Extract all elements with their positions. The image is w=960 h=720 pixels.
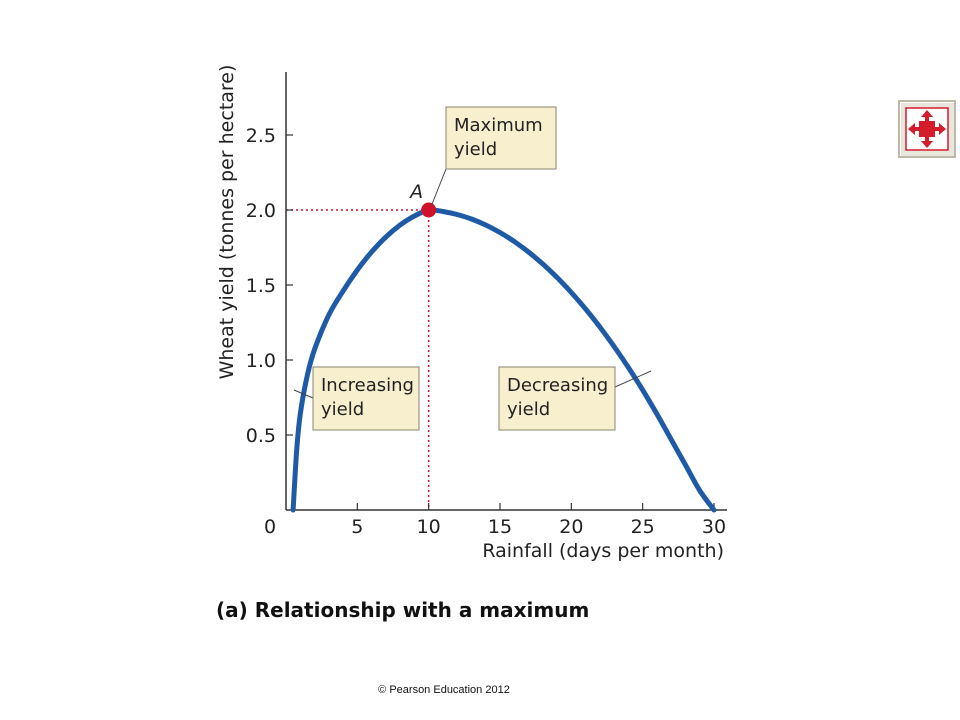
annotation-box — [498, 366, 616, 431]
y-tick-label: 1.0 — [246, 350, 276, 372]
annotations: Maximum yield Increasing yield Decreasing yie… — [293, 106, 652, 431]
y-tick-label: 1.5 — [246, 275, 276, 297]
expand-button[interactable] — [898, 100, 956, 158]
annotation-text: yield — [454, 139, 497, 160]
annotation-increasing: Increasing yield — [293, 366, 420, 431]
annotation-text: yield — [507, 399, 550, 420]
x-tick-label: 30 — [702, 516, 726, 538]
x-tick-label: 25 — [631, 516, 655, 538]
tick-labels: 0 5 10 15 20 25 30 0.5 1.0 1.5 2.0 2.5 Rainfall (day… — [216, 65, 726, 562]
annotation-text: yield — [321, 399, 364, 420]
annotation-leader — [614, 370, 652, 388]
yield-curve — [290, 207, 717, 513]
annotation-box — [445, 106, 557, 170]
y-tick-label: 2.0 — [246, 200, 276, 222]
point-label: A — [408, 181, 423, 203]
expand-arrows-icon — [905, 107, 949, 151]
annotation-text: Decreasing — [507, 375, 608, 396]
annotation-maximum: Maximum yield — [431, 106, 557, 206]
annotation-leader — [293, 389, 314, 399]
x-tick-label: 5 — [351, 516, 363, 538]
x-tick-label: 10 — [417, 516, 441, 538]
x-tick-label: 20 — [559, 516, 583, 538]
axes — [285, 72, 727, 511]
x-tick-label: 0 — [264, 516, 276, 538]
chart-caption: (a) Relationship with a maximum — [216, 598, 589, 622]
curve-layer — [290, 202, 717, 513]
annotation-text: Increasing — [321, 375, 414, 396]
y-axis-label: Wheat yield (tonnes per hectare) — [216, 65, 238, 380]
max-guide-lines — [286, 209, 430, 510]
annotation-leader — [431, 168, 447, 206]
y-tick-label: 0.5 — [246, 425, 276, 447]
x-tick-label: 15 — [488, 516, 512, 538]
maximum-point — [421, 202, 437, 218]
y-tick-label: 2.5 — [246, 125, 276, 147]
annotation-text: Maximum — [454, 115, 543, 136]
copyright-notice: © Pearson Education 2012 — [378, 684, 510, 696]
annotation-box — [312, 366, 420, 431]
annotation-decreasing: Decreasing yield — [498, 366, 652, 431]
x-axis-label: Rainfall (days per month) — [482, 540, 724, 562]
